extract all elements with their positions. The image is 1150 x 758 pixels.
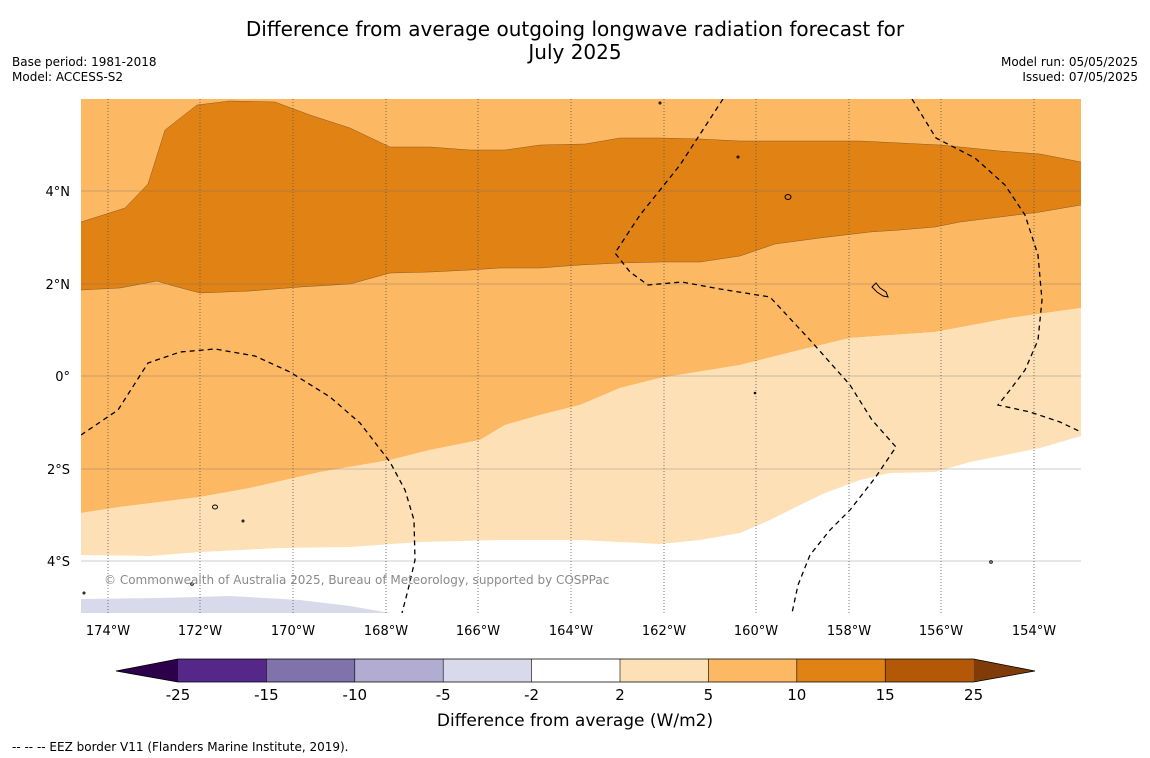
- latitude-labels: 4°N 2°N 0° 2°S 4°S: [46, 185, 71, 570]
- field-10-15: [81, 101, 1081, 293]
- colorbar-segment: [354, 659, 444, 682]
- islands: [82, 101, 993, 595]
- latitude-lines: [81, 190, 1081, 562]
- lat-label: 4°N: [46, 185, 71, 200]
- island-10: [82, 591, 86, 595]
- title-line-1: Difference from average outgoing longwav…: [245, 17, 905, 41]
- longitude-labels: 174°W 172°W 170°W 168°W 166°W 164°W 162°…: [86, 624, 1056, 639]
- colorbar-tick: 25: [964, 686, 983, 704]
- colorbar-tick: 15: [876, 686, 895, 704]
- lon-label: 166°W: [456, 624, 500, 639]
- meta-right: Model run: 05/05/2025 Issued: 07/05/2025: [1001, 55, 1138, 85]
- colorbar-segment: [178, 659, 267, 682]
- lon-label: 160°W: [734, 624, 778, 639]
- lon-label: 164°W: [549, 624, 593, 639]
- colorbar-extend-low: [116, 659, 178, 682]
- field-minus2-minus5: [81, 596, 390, 613]
- model-run: Model run: 05/05/2025: [1000, 55, 1138, 69]
- island-2: [871, 282, 889, 298]
- lon-label: 168°W: [364, 624, 408, 639]
- colorbar-segment: [708, 659, 797, 682]
- colorbar-outline: [115, 658, 1036, 683]
- colorbar-extend-high: [973, 659, 1035, 682]
- island-1: [784, 194, 792, 200]
- eez-border-west: [81, 348, 416, 613]
- lat-label: 2°S: [47, 463, 70, 478]
- colorbar-tick: -25: [166, 686, 191, 704]
- lat-label: 2°N: [46, 278, 71, 293]
- base-period: Base period: 1981-2018: [12, 55, 157, 69]
- eez-border-central: [614, 99, 897, 613]
- colorbar-segment: [443, 659, 532, 682]
- island-6: [241, 519, 245, 523]
- colorbar-tick: 5: [704, 686, 714, 704]
- lat-label: 0°: [55, 370, 70, 385]
- colorbar-segment: [885, 659, 974, 682]
- lon-label: 172°W: [178, 624, 222, 639]
- colorbar-tick: -10: [343, 686, 368, 704]
- lon-label: 170°W: [271, 624, 315, 639]
- island-3: [212, 504, 218, 510]
- colorbar-tick: 10: [787, 686, 806, 704]
- lon-label: 156°W: [919, 624, 963, 639]
- island-9: [753, 391, 757, 395]
- colorbar-tick: -15: [254, 686, 279, 704]
- lon-label: 162°W: [642, 624, 686, 639]
- colorbar: -25 -15 -10 -5 -2 2 5 10 15 25 Differenc…: [115, 658, 1036, 731]
- eez-borders: [81, 99, 1081, 613]
- meta-left: Base period: 1981-2018 Model: ACCESS-S2: [12, 55, 157, 85]
- model-name: Model: ACCESS-S2: [12, 70, 124, 84]
- island-7: [190, 582, 194, 586]
- island-8: [989, 560, 993, 564]
- colorbar-tick: -5: [436, 686, 451, 704]
- island-4: [736, 155, 740, 159]
- colorbar-segment: [266, 659, 355, 682]
- map-title: Difference from average outgoing longwav…: [0, 18, 1150, 64]
- colorbar-segment: [531, 659, 620, 682]
- colorbar-label: Difference from average (W/m2): [437, 711, 713, 731]
- field-2-5: [81, 308, 1081, 556]
- lat-label: 4°S: [47, 555, 70, 570]
- colorbar-segment: [796, 659, 886, 682]
- island-5: [658, 101, 662, 105]
- eez-border-east: [911, 99, 1081, 433]
- colorbar-segment: [620, 659, 709, 682]
- lon-label: 154°W: [1012, 624, 1056, 639]
- copyright-text: © Commonwealth of Australia 2025, Bureau…: [104, 573, 609, 587]
- map-fields: [81, 99, 1081, 613]
- colorbar-tick: -2: [524, 686, 539, 704]
- lon-label: 174°W: [86, 624, 130, 639]
- lon-label: 158°W: [827, 624, 871, 639]
- title-line-2: July 2025: [528, 40, 622, 64]
- issued-date: Issued: 07/05/2025: [1022, 70, 1138, 84]
- colorbar-tick: 2: [615, 686, 625, 704]
- band-contours: [81, 100, 1081, 294]
- eez-footnote: -- -- -- EEZ border V11 (Flanders Marine…: [12, 740, 349, 754]
